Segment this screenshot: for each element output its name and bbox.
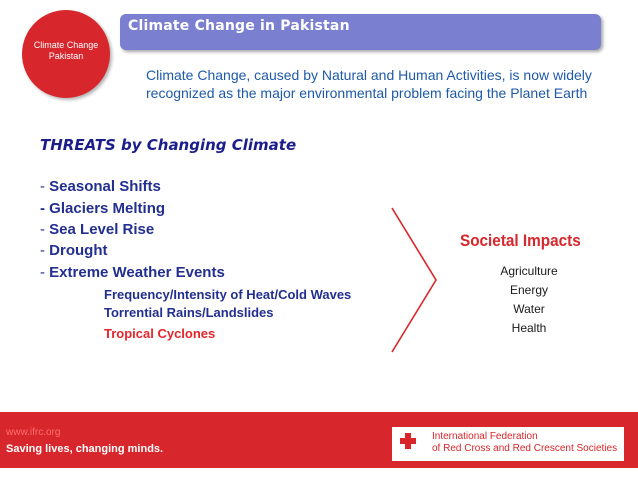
- impact-item: Water: [513, 302, 545, 316]
- topic-badge-label: Climate Change Pakistan: [33, 40, 99, 61]
- impact-item: Health: [511, 321, 547, 335]
- threat-sub-item: Tropical Cyclones: [104, 326, 216, 341]
- page-title: Climate Change in Pakistan: [128, 18, 350, 34]
- intro-text: Climate Change, caused by Natural and Hu…: [146, 67, 592, 101]
- ifrc-org-name: International Federation of Red Cross an…: [432, 431, 618, 454]
- societal-impacts-heading: Societal Impacts: [460, 231, 581, 250]
- threat-item: - Drought: [40, 242, 108, 259]
- red-cross-icon: [400, 433, 416, 449]
- ifrc-logo-panel: [392, 427, 624, 461]
- threat-item: - Glaciers Melting: [40, 200, 166, 217]
- threat-item: - Extreme Weather Events: [40, 264, 225, 281]
- chevron-arrow-icon: [391, 207, 437, 353]
- impact-item: Agriculture: [500, 264, 558, 278]
- website-link[interactable]: www.ifrc.org: [6, 427, 61, 438]
- threat-item: - Seasonal Shifts: [40, 178, 161, 195]
- threats-heading: THREATS by Changing Climate: [40, 136, 297, 154]
- threat-sub-item: Torrential Rains/Landslides: [104, 305, 274, 320]
- threat-sub-item: Frequency/Intensity of Heat/Cold Waves: [104, 287, 352, 302]
- topic-badge: Climate Change Pakistan: [22, 10, 110, 98]
- title-bar: Climate Change in Pakistan: [120, 14, 601, 50]
- footer-tagline: Saving lives, changing minds.: [6, 443, 164, 455]
- impact-item: Energy: [509, 283, 549, 297]
- threat-item: - Sea Level Rise: [40, 221, 155, 238]
